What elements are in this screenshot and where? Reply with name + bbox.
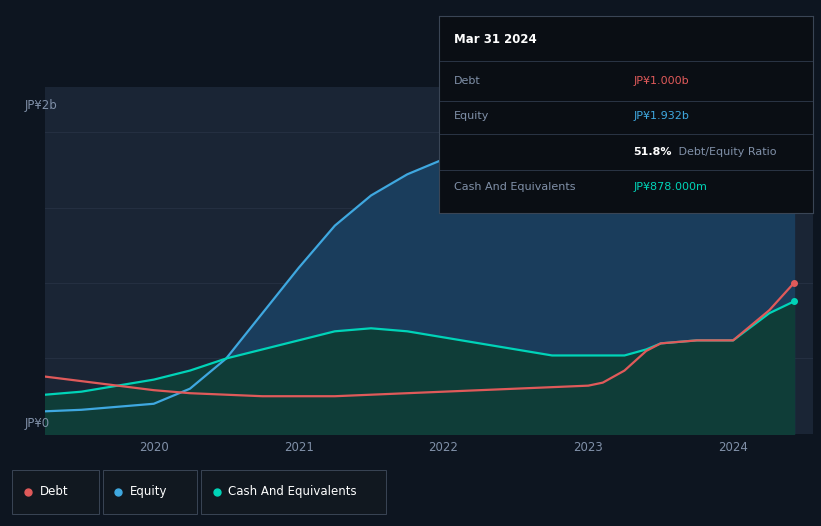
FancyBboxPatch shape [103, 470, 197, 514]
Text: JP¥1.000b: JP¥1.000b [634, 76, 689, 86]
Text: Debt/Equity Ratio: Debt/Equity Ratio [675, 147, 776, 157]
Text: 51.8%: 51.8% [634, 147, 672, 157]
Text: Equity: Equity [454, 112, 489, 122]
Text: Mar 31 2024: Mar 31 2024 [454, 33, 537, 46]
Text: JP¥0: JP¥0 [25, 417, 50, 430]
Text: Equity: Equity [130, 485, 167, 498]
Text: Cash And Equivalents: Cash And Equivalents [454, 183, 576, 193]
Text: Debt: Debt [454, 76, 481, 86]
Text: Cash And Equivalents: Cash And Equivalents [228, 485, 357, 498]
Text: JP¥2b: JP¥2b [25, 99, 57, 112]
Text: JP¥1.932b: JP¥1.932b [634, 112, 690, 122]
Text: JP¥878.000m: JP¥878.000m [634, 183, 708, 193]
FancyBboxPatch shape [12, 470, 99, 514]
FancyBboxPatch shape [201, 470, 386, 514]
Text: Debt: Debt [39, 485, 68, 498]
